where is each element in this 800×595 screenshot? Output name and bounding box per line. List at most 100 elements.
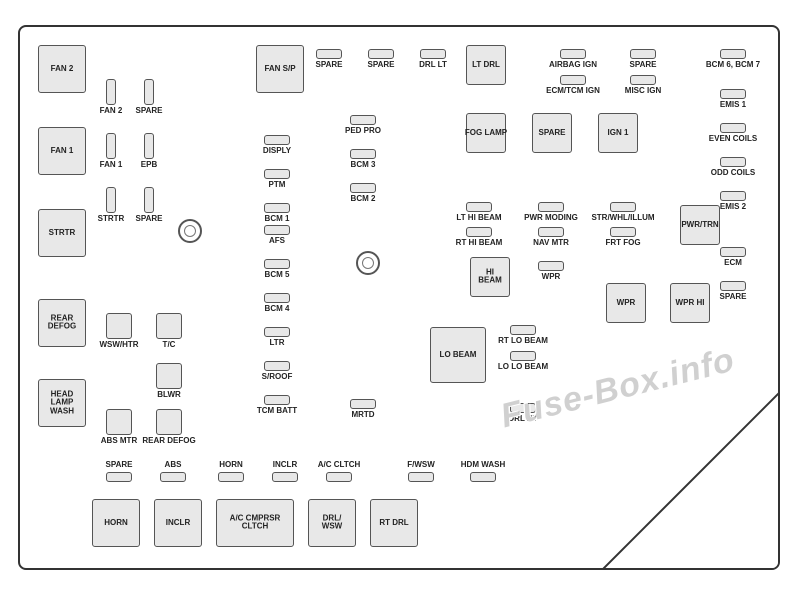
label-accltf: A/C CLTCH bbox=[318, 461, 361, 469]
label-sparef1: SPARE bbox=[136, 107, 163, 115]
label-bcm4: BCM 4 bbox=[265, 305, 290, 313]
slot-drllt bbox=[420, 49, 446, 59]
slot-absf bbox=[160, 472, 186, 482]
slot-sroof bbox=[264, 361, 290, 371]
slot-blwr bbox=[156, 363, 182, 389]
label-tc: T/C bbox=[163, 341, 176, 349]
label-inclrf: INCLR bbox=[273, 461, 297, 469]
fusebox-panel: FAN 2 FAN 1 STRTR REARDEFOG HEADLAMPWASH FAN … bbox=[18, 25, 780, 570]
label-bcm5: BCM 5 bbox=[265, 271, 290, 279]
slot-strwhl bbox=[610, 202, 636, 212]
label-evencoils: EVEN COILS bbox=[709, 135, 757, 143]
label-hdmwash: HDM WASH bbox=[461, 461, 505, 469]
slot-pwrmod bbox=[538, 202, 564, 212]
slot-bcm4 bbox=[264, 293, 290, 303]
label-headlamp: HEADLAMPWASH bbox=[50, 390, 74, 415]
label-fansp: FAN S/P bbox=[264, 65, 295, 73]
label-absmtr: ABS MTR bbox=[101, 437, 137, 445]
label-ecm: ECM bbox=[724, 259, 742, 267]
slot-accltf bbox=[326, 472, 352, 482]
slot-bcm3 bbox=[350, 149, 376, 159]
label-horn: HORN bbox=[104, 519, 128, 527]
label-bcm3: BCM 3 bbox=[351, 161, 376, 169]
slot-ltr bbox=[264, 327, 290, 337]
label-strtr: STRTR bbox=[49, 229, 76, 237]
label-ecmtcm: ECM/TCM IGN bbox=[546, 87, 600, 95]
slot-evencoils bbox=[720, 123, 746, 133]
label-absf: ABS bbox=[165, 461, 182, 469]
label-sparef2: SPARE bbox=[136, 215, 163, 223]
label-blwr: BLWR bbox=[157, 391, 181, 399]
label-hibeam: HIBEAM bbox=[478, 269, 502, 286]
slot-navmtr bbox=[538, 227, 564, 237]
slot-inclrf bbox=[272, 472, 298, 482]
label-bcm2: BCM 2 bbox=[351, 195, 376, 203]
label-bcm1: BCM 1 bbox=[265, 215, 290, 223]
slot-strtrf bbox=[106, 187, 116, 213]
label-spare_t2: SPARE bbox=[368, 61, 395, 69]
label-spare_r2: SPARE bbox=[720, 293, 747, 301]
slot-spare_r2 bbox=[720, 281, 746, 291]
slot-sparef3 bbox=[106, 472, 132, 482]
label-lolobeam: LO LO BEAM bbox=[498, 363, 548, 371]
label-fan1f: FAN 1 bbox=[100, 161, 123, 169]
label-oddcoils: ODD COILS bbox=[711, 169, 755, 177]
slot-ecmtcm bbox=[560, 75, 586, 85]
slot-rthibeam bbox=[466, 227, 492, 237]
label-ltdrl: LT DRL bbox=[472, 61, 500, 69]
slot-disply bbox=[264, 135, 290, 145]
slot-frtfog bbox=[610, 227, 636, 237]
slot-bcm67 bbox=[720, 49, 746, 59]
label-sroof: S/ROOF bbox=[262, 373, 293, 381]
label-accmprs: A/C CMPRSRCLTCH bbox=[230, 515, 281, 532]
slot-bcm5 bbox=[264, 259, 290, 269]
label-fan2: FAN 2 bbox=[51, 65, 74, 73]
label-navmtr: NAV MTR bbox=[533, 239, 569, 247]
slot-emis2 bbox=[720, 191, 746, 201]
label-emis2: EMIS 2 bbox=[720, 203, 746, 211]
label-fwsw: F/WSW bbox=[407, 461, 435, 469]
mount-hole bbox=[356, 251, 380, 275]
slot-lthibeam bbox=[466, 202, 492, 212]
label-tcmbat: TCM BATT bbox=[257, 407, 297, 415]
slot-afs bbox=[264, 225, 290, 235]
label-rthibeam: RT HI BEAM bbox=[456, 239, 503, 247]
slot-miscign bbox=[630, 75, 656, 85]
label-hornf: HORN bbox=[219, 461, 243, 469]
label-rdefog2: REAR DEFOG bbox=[142, 437, 195, 445]
slot-bcm2 bbox=[350, 183, 376, 193]
slot-mrtd bbox=[350, 399, 376, 409]
slot-epb bbox=[144, 133, 154, 159]
fusebox-diagram: FAN 2 FAN 1 STRTR REARDEFOG HEADLAMPWASH FAN … bbox=[0, 0, 800, 595]
label-reardefog: REARDEFOG bbox=[48, 315, 76, 332]
panel-cut-edge bbox=[522, 312, 780, 570]
slot-fan2f bbox=[106, 79, 116, 105]
label-pwrmod: PWR MODING bbox=[524, 214, 578, 222]
label-strwhl: STR/WHL/ILLUM bbox=[591, 214, 654, 222]
label-ign1: IGN 1 bbox=[608, 129, 629, 137]
label-miscign: MISC IGN bbox=[625, 87, 661, 95]
label-foglamp: FOG LAMP bbox=[465, 129, 507, 137]
slot-bcm1 bbox=[264, 203, 290, 213]
label-sparef3: SPARE bbox=[106, 461, 133, 469]
label-wprf: WPR bbox=[542, 273, 561, 281]
label-drlrt: DRL RT bbox=[508, 415, 537, 423]
label-wpr: WPR bbox=[617, 299, 636, 307]
slot-hdmwash bbox=[470, 472, 496, 482]
label-drllt: DRL LT bbox=[419, 61, 447, 69]
slot-ptm bbox=[264, 169, 290, 179]
label-ltr: LTR bbox=[270, 339, 285, 347]
slot-fwsw bbox=[408, 472, 434, 482]
slot-sparef1 bbox=[144, 79, 154, 105]
label-inclr: INCLR bbox=[166, 519, 190, 527]
slot-tcmbat bbox=[264, 395, 290, 405]
label-spare_r: SPARE bbox=[539, 129, 566, 137]
slot-sparef2 bbox=[144, 187, 154, 213]
label-drlwsw: DRL/WSW bbox=[322, 515, 342, 532]
label-airbag: AIRBAG IGN bbox=[549, 61, 597, 69]
label-bcm67: BCM 6, BCM 7 bbox=[706, 61, 760, 69]
slot-fan1f bbox=[106, 133, 116, 159]
label-lobeam: LO BEAM bbox=[440, 351, 477, 359]
slot-spare_t2 bbox=[368, 49, 394, 59]
mount-hole bbox=[178, 219, 202, 243]
